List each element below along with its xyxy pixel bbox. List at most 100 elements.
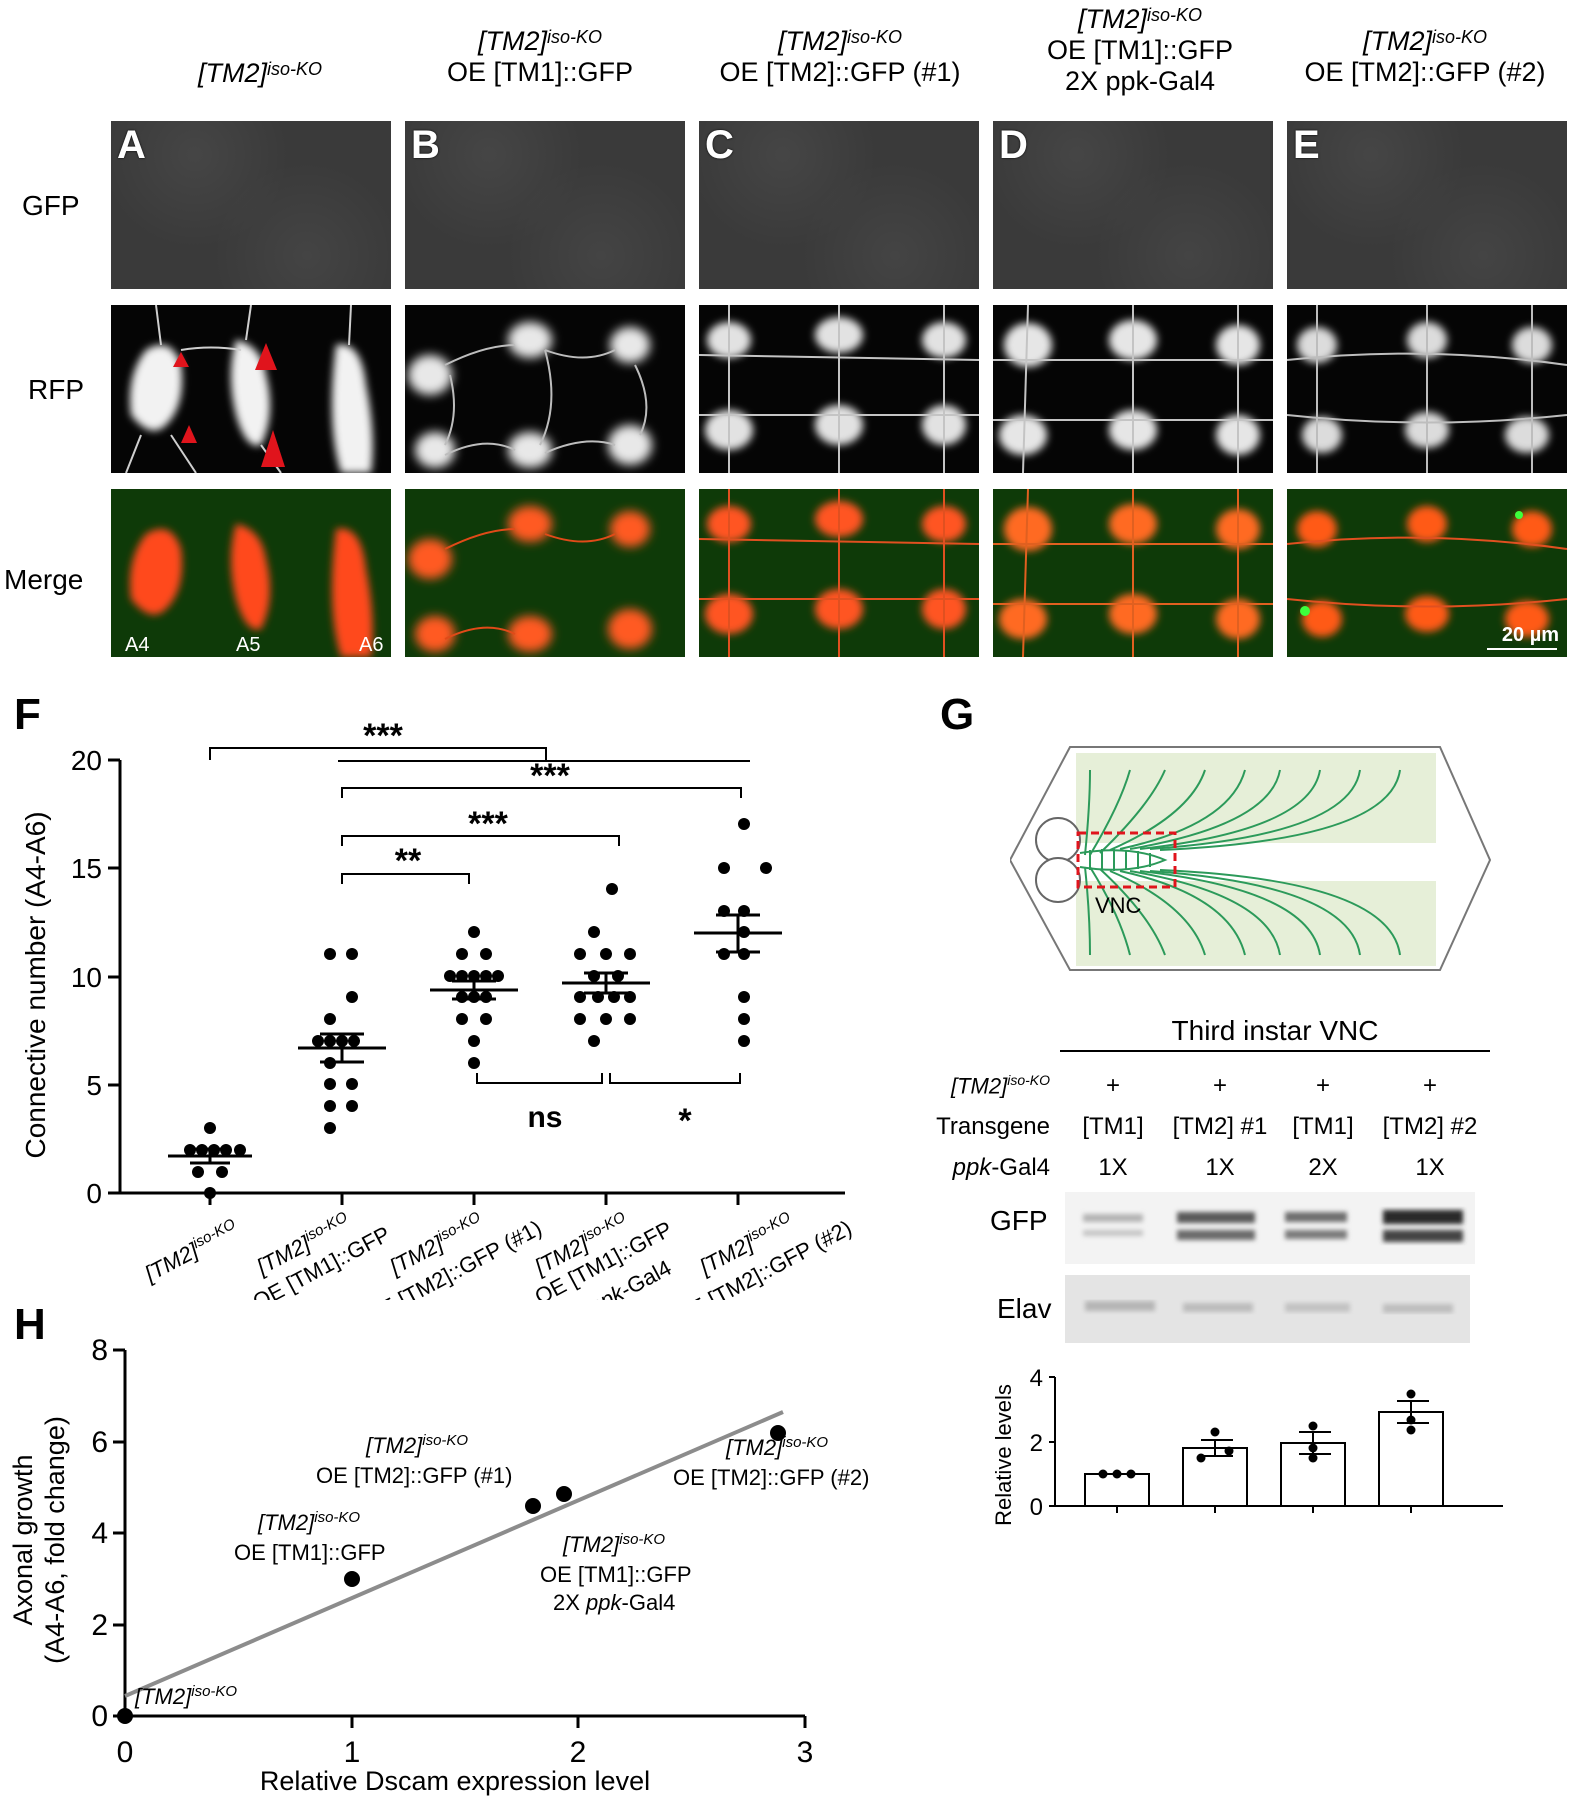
micrograph-gfp-c: C bbox=[699, 121, 979, 289]
micrograph-rfp-a bbox=[111, 305, 391, 473]
rfp-structure-e bbox=[1287, 305, 1567, 473]
svg-text:[TM2]iso-KO: [TM2]iso-KO bbox=[139, 1215, 243, 1287]
point-labels: [TM2]iso-KO [TM2]iso-KO OE [TM1]::GFP [T… bbox=[134, 1432, 869, 1709]
svg-text:**: ** bbox=[395, 842, 422, 880]
svg-text:[TM2]iso-KO: [TM2]iso-KO bbox=[725, 1434, 828, 1460]
blot-label-gfp: GFP bbox=[990, 1205, 1048, 1236]
svg-text:0: 0 bbox=[86, 1178, 102, 1209]
row-label-merge: Merge bbox=[4, 564, 84, 595]
micrograph-merge-c bbox=[699, 489, 979, 657]
svg-text:4: 4 bbox=[91, 1517, 108, 1550]
segment-label-a4: A4 bbox=[125, 634, 150, 656]
panel-label: D bbox=[999, 123, 1028, 167]
row-header-genotype: [TM2]iso-KO bbox=[915, 1072, 1050, 1099]
row-header-transgene: Transgene bbox=[936, 1113, 1050, 1140]
significance-brackets bbox=[209, 747, 750, 1084]
genotype-superscript: iso-KO bbox=[1147, 5, 1203, 25]
significance-labels: *** *** *** ** ns * bbox=[363, 717, 692, 1140]
lane-3-transgene: [TM1] bbox=[1292, 1113, 1354, 1140]
micrograph-rfp-d bbox=[993, 305, 1273, 473]
mean-sem-bars bbox=[168, 913, 782, 1165]
y-axis-title-line2: (A4-A6, fold change) bbox=[40, 1416, 70, 1664]
regression-line bbox=[124, 1410, 784, 1698]
svg-text:10: 10 bbox=[71, 962, 102, 993]
svg-text:[TM2]iso-KO: [TM2]iso-KO bbox=[134, 1683, 237, 1709]
row-header-driver: ppk-Gal4 bbox=[952, 1154, 1050, 1181]
panel-label: A bbox=[117, 123, 146, 167]
arrowhead-icon bbox=[173, 343, 285, 467]
svg-text:***: *** bbox=[530, 757, 570, 795]
row-label-rfp: RFP bbox=[28, 374, 84, 405]
data-points bbox=[184, 818, 772, 1199]
svg-text:2X ppk-Gal4: 2X ppk-Gal4 bbox=[553, 1590, 675, 1615]
micrograph-rfp-e bbox=[1287, 305, 1567, 473]
lane-2-genotype: + bbox=[1212, 1072, 1227, 1099]
lane-1-transgene: [TM1] bbox=[1082, 1113, 1144, 1140]
blot-label-elav: Elav bbox=[997, 1293, 1052, 1324]
micrograph-gfp-a: A bbox=[111, 121, 391, 289]
column-title-d: [TM2]iso-KO OE [TM1]::GFP 2X ppk-Gal4 bbox=[1000, 4, 1280, 97]
replicate-points bbox=[1098, 1389, 1416, 1479]
rfp-structure-c bbox=[699, 305, 979, 473]
merge-structure-a bbox=[130, 524, 373, 657]
lane-4-driver: 1X bbox=[1415, 1154, 1445, 1181]
svg-text:2: 2 bbox=[1030, 1430, 1043, 1457]
svg-text:*: * bbox=[678, 1102, 692, 1140]
svg-text:20: 20 bbox=[71, 745, 102, 776]
lane-4-genotype: + bbox=[1422, 1072, 1437, 1099]
genotype-label: [TM2] bbox=[197, 58, 267, 88]
svg-text:0: 0 bbox=[1030, 1494, 1043, 1521]
micrograph-merge-b bbox=[405, 489, 685, 657]
panel-label: C bbox=[705, 123, 734, 167]
genotype-superscript: iso-KO bbox=[267, 59, 323, 79]
y-axis-title: Connective number (A4-A6) bbox=[20, 811, 51, 1158]
panel-label-f: F bbox=[14, 690, 41, 739]
genotype-label: [TM2] bbox=[477, 26, 547, 56]
transgene-label: OE [TM2]::GFP (#1) bbox=[719, 57, 961, 87]
lane-2-transgene: [TM2] #1 bbox=[1172, 1113, 1268, 1140]
column-title-b: [TM2]iso-KO OE [TM1]::GFP bbox=[405, 26, 675, 88]
y-tick-labels: 20 15 10 5 0 bbox=[71, 745, 102, 1209]
segment-label-a5: A5 bbox=[236, 634, 261, 656]
micrograph-rfp-b bbox=[405, 305, 685, 473]
transgene-label: OE [TM2]::GFP (#2) bbox=[1304, 57, 1546, 87]
rfp-structure-a bbox=[125, 305, 373, 473]
chart-h-axonal-growth: 8 6 4 2 0 0 1 2 3 Relative Dscam expression lev… bbox=[8, 1334, 869, 1796]
row-label-gfp: GFP bbox=[22, 190, 80, 221]
genotype-superscript: iso-KO bbox=[847, 27, 903, 47]
chart-f-connective-number: 20 15 10 5 0 Connective number (A4-A6) bbox=[20, 717, 856, 1300]
svg-text:***: *** bbox=[468, 805, 508, 843]
panel-label-g: G bbox=[940, 690, 975, 739]
svg-text:***: *** bbox=[363, 717, 403, 755]
blot-title-rule bbox=[1060, 1050, 1490, 1052]
micrograph-gfp-b: B bbox=[405, 121, 685, 289]
western-blot-elav bbox=[1065, 1275, 1470, 1343]
data-points bbox=[117, 1425, 786, 1724]
genotype-label: [TM2] bbox=[1077, 4, 1147, 34]
chart-g-relative-levels: 4 2 0 Relative levels bbox=[991, 1365, 1503, 1526]
svg-text:2: 2 bbox=[570, 1736, 587, 1769]
svg-text:OE [TM2]::GFP (#2): OE [TM2]::GFP (#2) bbox=[673, 1465, 869, 1490]
merge-structure-c bbox=[699, 489, 979, 657]
svg-text:OE [TM1]::GFP: OE [TM1]::GFP bbox=[540, 1562, 692, 1587]
vnc-label: VNC bbox=[1095, 893, 1142, 918]
genotype-label: [TM2] bbox=[1362, 26, 1432, 56]
panel-label: B bbox=[411, 123, 440, 167]
driver-label: 2X ppk-Gal4 bbox=[1064, 66, 1216, 96]
western-blot-gfp bbox=[1065, 1192, 1475, 1264]
bars bbox=[1084, 1411, 1444, 1507]
blot-title: Third instar VNC bbox=[1171, 1015, 1379, 1046]
svg-text:0: 0 bbox=[91, 1700, 108, 1733]
lane-2-driver: 1X bbox=[1205, 1154, 1235, 1181]
scale-bar-label: 20 µm bbox=[1501, 624, 1559, 646]
svg-text:5: 5 bbox=[86, 1070, 102, 1101]
svg-text:OE [TM2]::GFP (#1): OE [TM2]::GFP (#1) bbox=[316, 1463, 512, 1488]
merge-structure-e bbox=[1287, 506, 1567, 650]
column-title-c: [TM2]iso-KO OE [TM2]::GFP (#1) bbox=[680, 26, 1000, 88]
rfp-structure-b bbox=[408, 322, 652, 468]
y-axis-title: Relative levels bbox=[991, 1384, 1016, 1526]
transgene-label: OE [TM1]::GFP bbox=[446, 57, 634, 87]
y-tick-labels: 8 6 4 2 0 bbox=[91, 1334, 108, 1733]
micrograph-merge-e: 20 µm bbox=[1287, 489, 1567, 657]
micrograph-rfp-c bbox=[699, 305, 979, 473]
